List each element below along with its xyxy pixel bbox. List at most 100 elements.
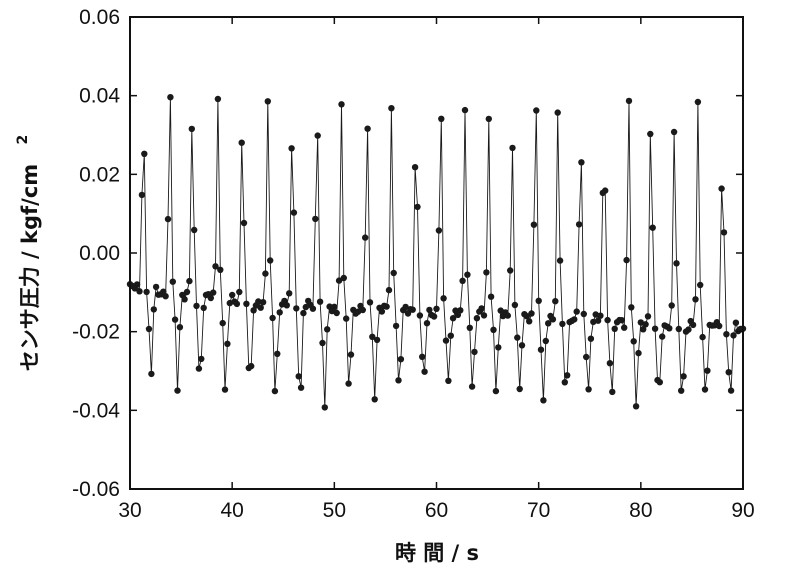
data-point (642, 321, 649, 328)
data-point (150, 306, 157, 313)
data-point (730, 332, 737, 339)
y-tick-label: -0.06 (72, 478, 120, 501)
data-point (200, 304, 207, 312)
data-point (632, 403, 640, 410)
data-point (440, 295, 447, 302)
data-point (145, 325, 153, 333)
data-point (331, 303, 338, 310)
data-point (297, 384, 305, 391)
data-point (509, 144, 516, 152)
data-point (214, 95, 222, 103)
data-point (388, 105, 395, 112)
data-point (640, 326, 647, 333)
y-tick-label: 0.06 (79, 6, 120, 29)
data-point (587, 335, 595, 342)
data-point (478, 305, 485, 312)
data-point (257, 304, 264, 311)
data-point (164, 215, 172, 223)
data-point (290, 209, 298, 216)
data-point (248, 362, 255, 370)
data-point (188, 125, 195, 133)
data-point (673, 260, 680, 267)
data-point (312, 215, 319, 223)
data-point (480, 312, 488, 319)
data-point (430, 313, 438, 320)
data-point (473, 315, 481, 322)
data-point (319, 339, 326, 347)
data-point (535, 297, 542, 304)
data-point (259, 299, 267, 306)
data-point (606, 360, 614, 367)
data-point (288, 145, 295, 152)
data-point (575, 221, 583, 228)
data-point (590, 318, 597, 326)
data-point (217, 266, 224, 273)
data-point (556, 257, 564, 264)
data-point (442, 337, 450, 344)
data-point (490, 326, 497, 333)
data-point (659, 333, 666, 340)
data-point (685, 326, 692, 333)
data-point (210, 289, 217, 296)
data-point (338, 101, 345, 108)
data-point (468, 383, 476, 390)
data-point (656, 379, 663, 386)
data-point (236, 288, 243, 296)
data-point (300, 309, 307, 317)
data-point (435, 227, 443, 234)
data-point (647, 130, 654, 138)
data-point (694, 98, 702, 106)
data-point (136, 288, 143, 295)
data-point (366, 299, 374, 306)
data-point (362, 234, 369, 241)
data-point (321, 404, 328, 411)
data-point (176, 324, 184, 331)
data-point (340, 274, 347, 282)
x-tick-label: 80 (629, 499, 652, 522)
data-point (169, 278, 176, 285)
data-point (507, 267, 514, 274)
data-point (373, 336, 381, 344)
data-point (571, 316, 578, 323)
data-point (262, 270, 269, 277)
x-tick-label: 70 (527, 499, 550, 522)
data-point (250, 307, 257, 314)
data-point (229, 291, 236, 299)
data-point (421, 368, 428, 375)
data-point (628, 304, 635, 311)
data-point (487, 293, 495, 300)
data-point (670, 128, 678, 136)
data-point (561, 379, 568, 386)
data-point (233, 300, 241, 308)
data-point (716, 322, 723, 330)
y-axis-title: センサ圧力 / kgf/cm 2 (15, 135, 42, 372)
data-point (162, 293, 169, 300)
y-tick-label: 0.00 (79, 242, 120, 265)
data-point (186, 277, 193, 285)
data-point (395, 377, 402, 384)
data-point (243, 300, 250, 307)
data-point (518, 342, 526, 349)
data-point (537, 346, 545, 353)
data-point (578, 159, 585, 166)
data-point (433, 305, 440, 312)
data-point (371, 396, 378, 403)
data-point (666, 325, 673, 332)
data-point (392, 322, 400, 330)
data-point (668, 302, 675, 309)
data-point (238, 139, 245, 146)
data-point (171, 316, 179, 323)
data-point (397, 356, 405, 363)
data-point (526, 318, 533, 325)
data-point (580, 310, 587, 318)
data-point (732, 319, 740, 326)
data-point (585, 386, 592, 393)
data-point (549, 316, 557, 323)
y-axis-title-superscript: 2 (15, 135, 31, 145)
data-point (516, 385, 523, 393)
x-tick-label: 30 (118, 499, 141, 522)
data-point (274, 350, 281, 357)
data-point (459, 277, 466, 284)
data-point (485, 115, 492, 123)
data-point (335, 277, 343, 284)
